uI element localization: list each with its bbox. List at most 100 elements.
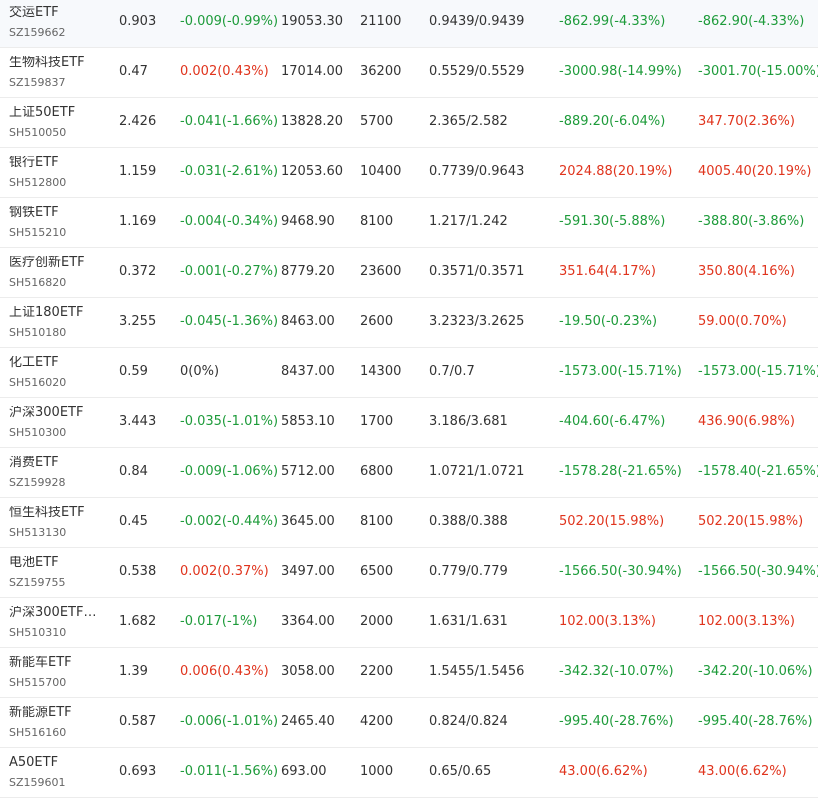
table-row[interactable]: 化工ETF SH516020 0.59 0(0%) 8437.00 14300 0.7/0.… bbox=[0, 348, 818, 398]
fund-name[interactable]: 电池ETF bbox=[9, 556, 59, 570]
cost-price: 2.365/2.582 bbox=[429, 114, 508, 129]
fund-code: SH510050 bbox=[9, 126, 67, 139]
fund-name[interactable]: 上证180ETF bbox=[9, 306, 84, 320]
floating-profit-loss: -1566.50(-30.94%) bbox=[559, 564, 682, 579]
cost-price: 1.5455/1.5456 bbox=[429, 664, 525, 679]
table-row[interactable]: 交运ETF SZ159662 0.903 -0.009(-0.99%) 19053.30… bbox=[0, 0, 818, 48]
market-value: 9468.90 bbox=[281, 214, 335, 229]
market-value: 8463.00 bbox=[281, 314, 335, 329]
cost-price: 0.388/0.388 bbox=[429, 514, 508, 529]
fund-name[interactable]: 生物科技ETF bbox=[9, 56, 85, 70]
market-value: 17014.00 bbox=[281, 64, 344, 79]
total-profit-loss: -388.80(-3.86%) bbox=[698, 214, 805, 229]
fund-code: SZ159662 bbox=[9, 26, 66, 39]
cost-price: 0.824/0.824 bbox=[429, 714, 508, 729]
table-row[interactable]: 上证180ETF SH510180 3.255 -0.045(-1.36%) 8463.… bbox=[0, 298, 818, 348]
position-quantity: 21100 bbox=[360, 14, 402, 29]
table-row[interactable]: A50ETF SZ159601 0.693 -0.011(-1.56%) 693.00 1… bbox=[0, 748, 818, 798]
fund-name[interactable]: 钢铁ETF bbox=[9, 206, 59, 220]
floating-profit-loss: 351.64(4.17%) bbox=[559, 264, 656, 279]
fund-code: SH510310 bbox=[9, 626, 67, 639]
current-price: 0.372 bbox=[119, 264, 157, 279]
floating-profit-loss: -1573.00(-15.71%) bbox=[559, 364, 682, 379]
price-change: -0.006(-1.01%) bbox=[180, 714, 279, 729]
total-profit-loss: -342.20(-10.06%) bbox=[698, 664, 813, 679]
table-row[interactable]: 生物科技ETF SZ159837 0.47 0.002(0.43%) 17014.00 3… bbox=[0, 48, 818, 98]
fund-name[interactable]: 消费ETF bbox=[9, 456, 59, 470]
current-price: 0.587 bbox=[119, 714, 157, 729]
cost-price: 3.186/3.681 bbox=[429, 414, 508, 429]
fund-name[interactable]: 新能车ETF bbox=[9, 656, 72, 670]
current-price: 1.159 bbox=[119, 164, 157, 179]
fund-name[interactable]: 恒生科技ETF bbox=[9, 506, 85, 520]
market-value: 12053.60 bbox=[281, 164, 344, 179]
table-row[interactable]: 银行ETF SH512800 1.159 -0.031(-2.61%) 12053.60… bbox=[0, 148, 818, 198]
market-value: 3364.00 bbox=[281, 614, 335, 629]
price-change: -0.011(-1.56%) bbox=[180, 764, 279, 779]
current-price: 1.169 bbox=[119, 214, 157, 229]
market-value: 3645.00 bbox=[281, 514, 335, 529]
current-price: 3.255 bbox=[119, 314, 157, 329]
cost-price: 0.7739/0.9643 bbox=[429, 164, 525, 179]
position-quantity: 2200 bbox=[360, 664, 394, 679]
total-profit-loss: -862.90(-4.33%) bbox=[698, 14, 805, 29]
cost-price: 0.779/0.779 bbox=[429, 564, 508, 579]
fund-name[interactable]: 交运ETF bbox=[9, 6, 59, 20]
fund-code: SH516020 bbox=[9, 376, 67, 389]
position-quantity: 36200 bbox=[360, 64, 402, 79]
fund-name[interactable]: 化工ETF bbox=[9, 356, 59, 370]
current-price: 0.47 bbox=[119, 64, 148, 79]
table-row[interactable]: 新能车ETF SH515700 1.39 0.006(0.43%) 3058.00 220… bbox=[0, 648, 818, 698]
table-row[interactable]: 沪深300ETF SH510300 3.443 -0.035(-1.01%) 5853.… bbox=[0, 398, 818, 448]
price-change: -0.001(-0.27%) bbox=[180, 264, 279, 279]
fund-name[interactable]: 医疗创新ETF bbox=[9, 256, 85, 270]
market-value: 8437.00 bbox=[281, 364, 335, 379]
table-row[interactable]: 电池ETF SZ159755 0.538 0.002(0.37%) 3497.00 650… bbox=[0, 548, 818, 598]
price-change: 0.002(0.37%) bbox=[180, 564, 269, 579]
fund-code: SH510300 bbox=[9, 426, 67, 439]
current-price: 0.84 bbox=[119, 464, 148, 479]
fund-name[interactable]: A50ETF bbox=[9, 756, 59, 770]
floating-profit-loss: 502.20(15.98%) bbox=[559, 514, 665, 529]
position-quantity: 14300 bbox=[360, 364, 402, 379]
market-value: 693.00 bbox=[281, 764, 327, 779]
table-row[interactable]: 钢铁ETF SH515210 1.169 -0.004(-0.34%) 9468.90 8… bbox=[0, 198, 818, 248]
fund-name[interactable]: 沪深300ETF… bbox=[9, 606, 97, 620]
cost-price: 3.2323/3.2625 bbox=[429, 314, 525, 329]
cost-price: 0.65/0.65 bbox=[429, 764, 492, 779]
total-profit-loss: 102.00(3.13%) bbox=[698, 614, 795, 629]
position-quantity: 10400 bbox=[360, 164, 402, 179]
market-value: 5712.00 bbox=[281, 464, 335, 479]
market-value: 13828.20 bbox=[281, 114, 344, 129]
price-change: -0.041(-1.66%) bbox=[180, 114, 279, 129]
cost-price: 0.7/0.7 bbox=[429, 364, 475, 379]
market-value: 2465.40 bbox=[281, 714, 335, 729]
fund-code: SH516160 bbox=[9, 726, 67, 739]
fund-code: SH510180 bbox=[9, 326, 67, 339]
fund-name[interactable]: 沪深300ETF bbox=[9, 406, 84, 420]
cost-price: 1.631/1.631 bbox=[429, 614, 508, 629]
table-row[interactable]: 沪深300ETF… SH510310 1.682 -0.017(-1%) 3364.00… bbox=[0, 598, 818, 648]
table-row[interactable]: 新能源ETF SH516160 0.587 -0.006(-1.01%) 2465.40… bbox=[0, 698, 818, 748]
total-profit-loss: 43.00(6.62%) bbox=[698, 764, 787, 779]
current-price: 0.45 bbox=[119, 514, 148, 529]
market-value: 8779.20 bbox=[281, 264, 335, 279]
fund-name[interactable]: 上证50ETF bbox=[9, 106, 76, 120]
price-change: 0(0%) bbox=[180, 364, 220, 379]
floating-profit-loss: 43.00(6.62%) bbox=[559, 764, 648, 779]
price-change: 0.002(0.43%) bbox=[180, 64, 269, 79]
total-profit-loss: -1566.50(-30.94%) bbox=[698, 564, 818, 579]
position-quantity: 4200 bbox=[360, 714, 394, 729]
table-row[interactable]: 消费ETF SZ159928 0.84 -0.009(-1.06%) 5712.00 68… bbox=[0, 448, 818, 498]
floating-profit-loss: -19.50(-0.23%) bbox=[559, 314, 658, 329]
table-row[interactable]: 恒生科技ETF SH513130 0.45 -0.002(-0.44%) 3645.00… bbox=[0, 498, 818, 548]
total-profit-loss: -3001.70(-15.00%) bbox=[698, 64, 818, 79]
total-profit-loss: 350.80(4.16%) bbox=[698, 264, 795, 279]
table-row[interactable]: 医疗创新ETF SH516820 0.372 -0.001(-0.27%) 8779.2… bbox=[0, 248, 818, 298]
fund-name[interactable]: 新能源ETF bbox=[9, 706, 72, 720]
floating-profit-loss: -862.99(-4.33%) bbox=[559, 14, 666, 29]
cost-price: 0.3571/0.3571 bbox=[429, 264, 525, 279]
fund-name[interactable]: 银行ETF bbox=[9, 156, 59, 170]
position-quantity: 2600 bbox=[360, 314, 394, 329]
table-row[interactable]: 上证50ETF SH510050 2.426 -0.041(-1.66%) 13828.… bbox=[0, 98, 818, 148]
